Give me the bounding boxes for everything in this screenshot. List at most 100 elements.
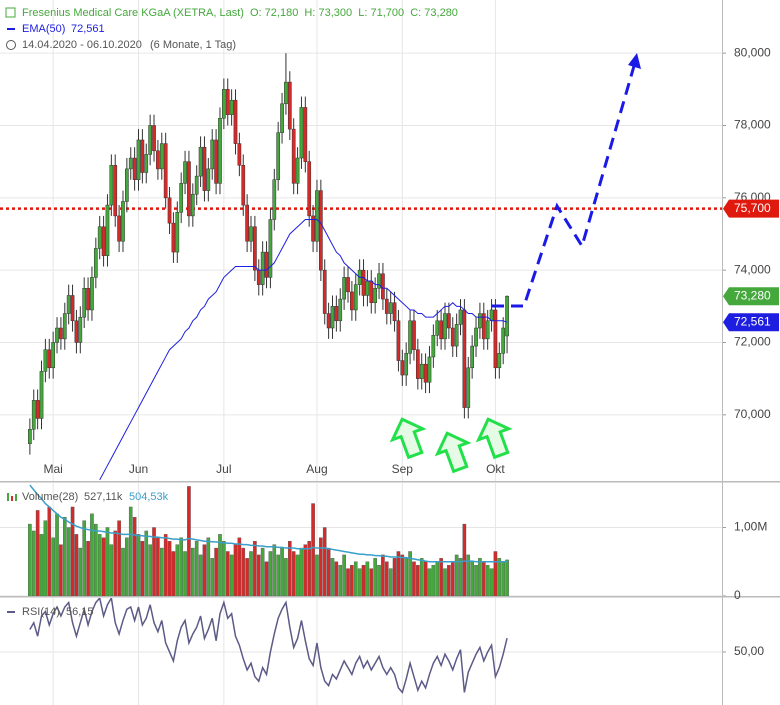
candle-body — [412, 320, 416, 350]
legend-value: 72,561 — [71, 23, 105, 35]
y-tick-label: 72,000 — [734, 335, 771, 349]
price-tag — [723, 287, 779, 306]
volume-bar — [206, 537, 211, 596]
candle-body — [400, 360, 405, 376]
volume-bar — [152, 527, 156, 596]
price-tag — [723, 313, 779, 332]
candle-body — [280, 103, 284, 133]
volume-bar — [447, 564, 451, 596]
candle-body — [497, 353, 502, 369]
volume-bar — [268, 551, 273, 596]
candle-body — [268, 219, 273, 278]
volume-bar — [489, 568, 494, 596]
candle-body — [28, 429, 32, 444]
rsi-line — [29, 598, 508, 694]
volume-bar — [128, 506, 133, 596]
candle-body — [241, 165, 246, 206]
volume-bar — [423, 561, 428, 596]
candle-body — [218, 118, 222, 184]
volume-bar — [322, 527, 327, 596]
volume-bar — [384, 561, 389, 596]
volume-bar — [156, 537, 160, 596]
candle-body — [493, 309, 498, 369]
volume-bar — [330, 558, 335, 596]
volume-bar — [307, 541, 312, 596]
candle-body — [152, 125, 156, 152]
volume-bar — [105, 527, 110, 596]
volume-bar — [222, 541, 226, 596]
volume-bar — [113, 530, 118, 596]
candle-body — [237, 143, 242, 166]
volume-bar — [474, 564, 478, 596]
volume-bar — [187, 486, 191, 596]
volume-bar — [334, 561, 339, 596]
volume-bar — [167, 541, 172, 596]
volume-bar — [175, 544, 180, 596]
volume-bar — [478, 558, 482, 596]
volume-bar — [117, 520, 121, 596]
volume-bar — [28, 523, 32, 596]
price-tag-label: 75,700 — [734, 201, 771, 215]
volume-bar — [66, 527, 71, 596]
icon — [11, 496, 13, 501]
y-tick-label: 78,000 — [734, 118, 771, 132]
volume-bar — [249, 551, 253, 596]
y-tick-label: 80,000 — [734, 45, 771, 59]
candle-body — [338, 298, 343, 322]
ohlc-summary: O: 72,180 H: 73,300 L: 71,700 C: 73,280 — [250, 7, 458, 19]
volume-bar — [458, 558, 463, 596]
candle-body — [93, 248, 98, 278]
volume-bar — [319, 537, 323, 596]
candle-body — [97, 226, 102, 249]
candle-body — [43, 349, 48, 372]
candle-body — [198, 146, 203, 177]
candle-body — [179, 183, 184, 213]
volume-bar — [427, 568, 432, 596]
volume-bar — [253, 541, 257, 596]
x-tick-label: Okt — [486, 462, 505, 476]
candle-body — [443, 313, 447, 340]
title: Fresenius Medical Care KGaA (XETRA, Last… — [22, 7, 244, 19]
candle-body — [431, 335, 436, 358]
volume-bar — [412, 561, 416, 596]
candle-body — [260, 251, 265, 285]
candle-body — [31, 400, 36, 430]
volume-bar — [303, 544, 308, 596]
legend-value: 504,53k — [129, 491, 169, 503]
candle-body — [245, 204, 249, 242]
price-pane — [0, 53, 722, 481]
candle-body — [435, 320, 440, 336]
price-tag — [723, 199, 779, 218]
price-tag-label: 73,280 — [734, 288, 771, 302]
volume-bar — [260, 547, 265, 596]
volume-bar — [416, 564, 420, 596]
icon — [7, 493, 9, 501]
candle-body — [51, 342, 56, 369]
candle-body — [384, 298, 389, 314]
volume-bar — [214, 547, 218, 596]
candle-body — [342, 277, 346, 300]
volume-bar — [59, 544, 63, 596]
candle-body — [404, 353, 409, 376]
candle-body — [485, 320, 490, 340]
volume-bar — [400, 554, 405, 596]
candle-body — [156, 150, 160, 170]
volume-bar — [163, 534, 168, 596]
candle-body — [78, 316, 83, 343]
volume-bar — [198, 554, 203, 596]
volume-bar — [171, 551, 176, 596]
candle-body — [74, 320, 79, 343]
y-tick-label: 50,00 — [734, 644, 764, 658]
candle-body — [175, 212, 180, 253]
volume-bar — [148, 544, 152, 596]
candle-body — [377, 273, 381, 289]
volume-bar — [369, 568, 374, 596]
candle-body — [163, 143, 168, 199]
volume-bar — [229, 554, 234, 596]
candle-body — [458, 309, 463, 325]
volume-bar — [291, 551, 296, 596]
legend-label: Volume(28) — [22, 491, 78, 503]
candle-body — [171, 222, 176, 253]
candle-body — [225, 89, 230, 115]
candle-body — [450, 327, 455, 347]
